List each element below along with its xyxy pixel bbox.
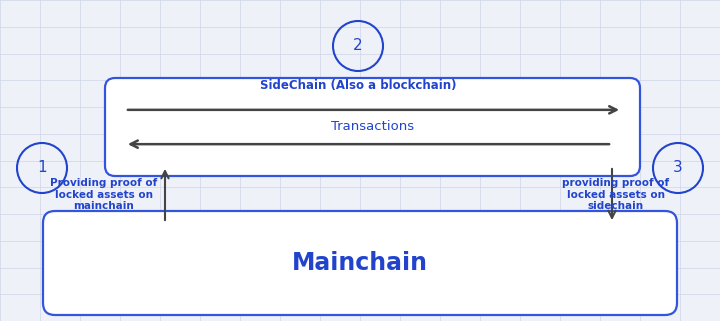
Text: Transactions: Transactions <box>331 120 414 134</box>
Text: Providing proof of
locked assets on
mainchain: Providing proof of locked assets on main… <box>50 178 158 211</box>
Text: 3: 3 <box>673 160 683 176</box>
Text: providing proof of
locked assets on
sidechain: providing proof of locked assets on side… <box>562 178 670 211</box>
FancyBboxPatch shape <box>105 78 640 176</box>
FancyBboxPatch shape <box>43 211 677 315</box>
Text: 1: 1 <box>37 160 47 176</box>
Text: SideChain (Also a blockchain): SideChain (Also a blockchain) <box>260 79 456 92</box>
Text: 2: 2 <box>354 39 363 54</box>
Text: Mainchain: Mainchain <box>292 251 428 275</box>
